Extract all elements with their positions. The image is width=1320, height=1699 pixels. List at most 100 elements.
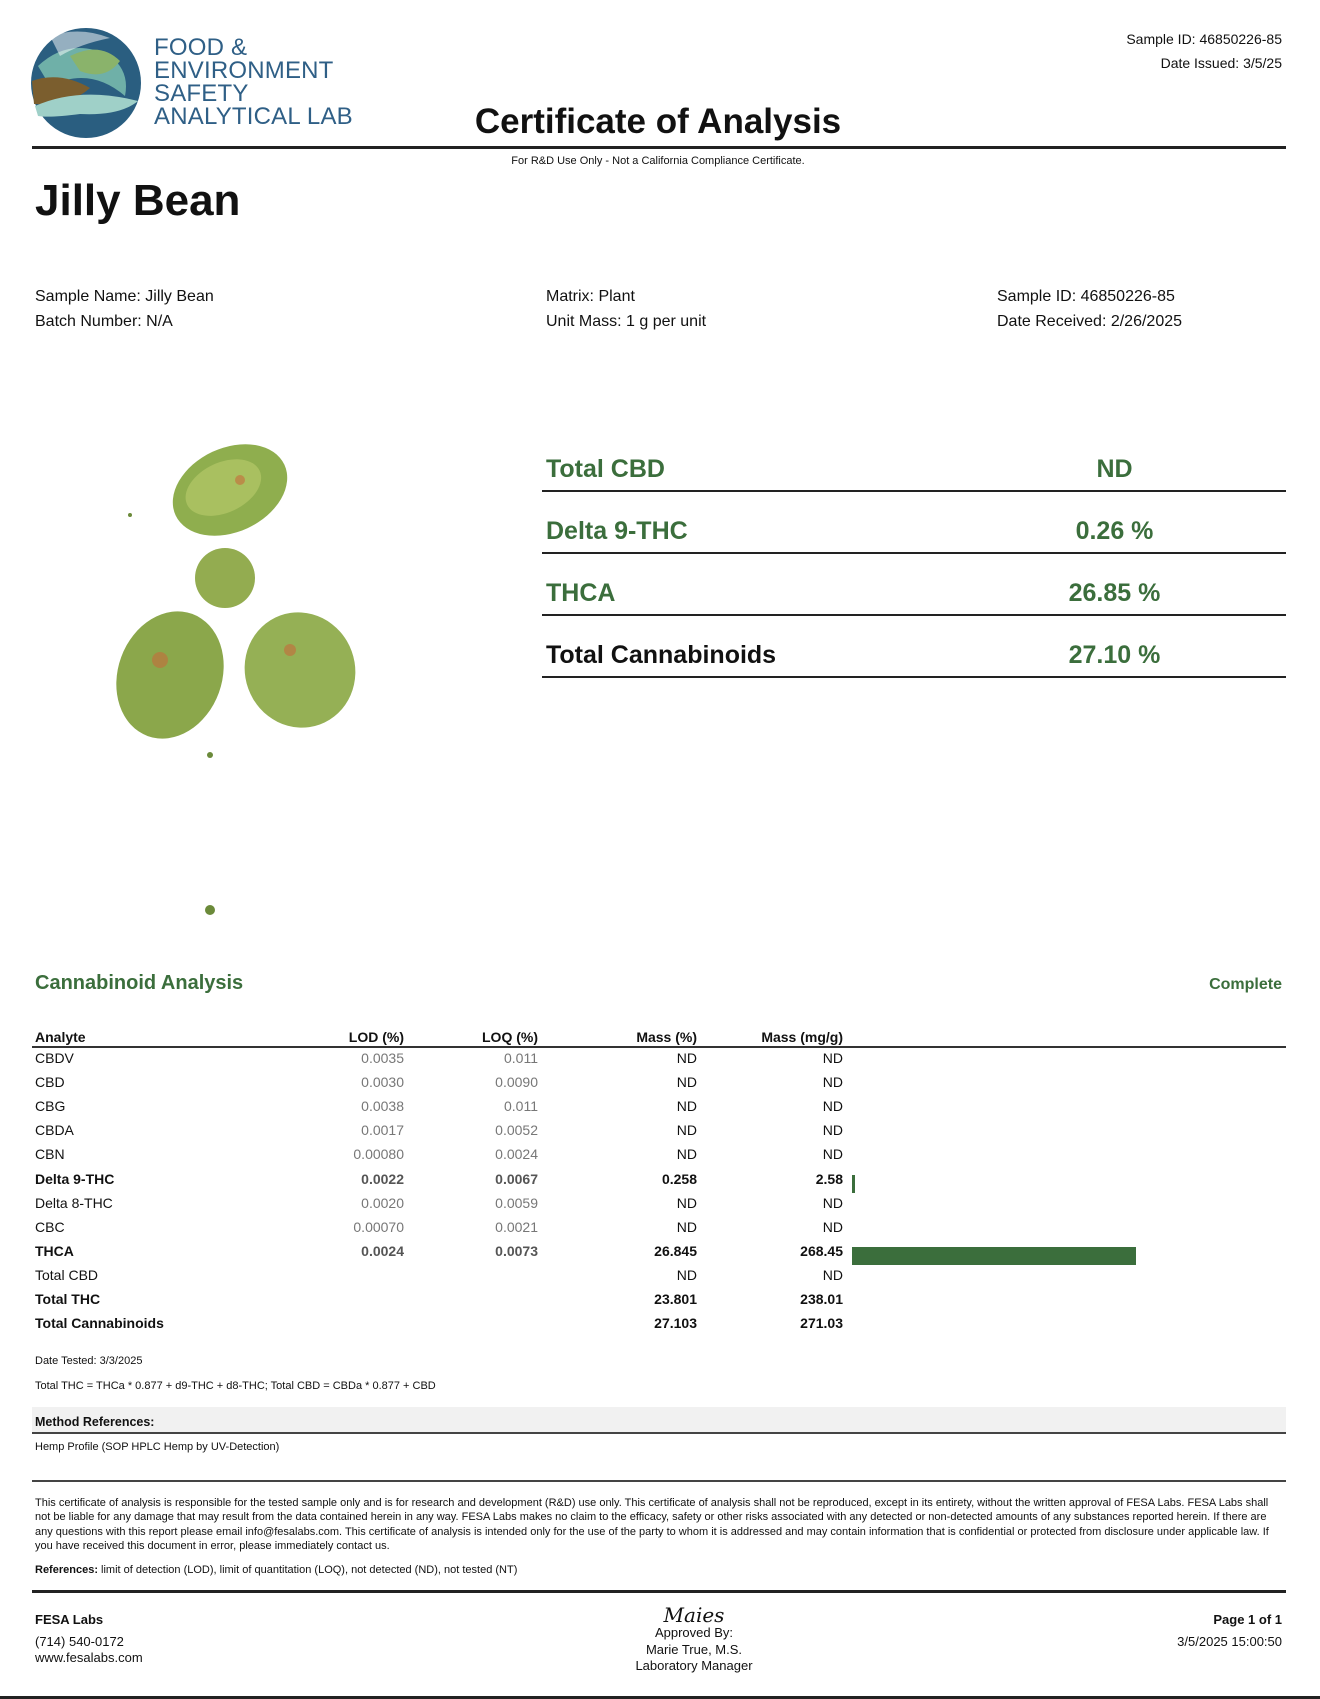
unit-mass: Unit Mass: 1 g per unit (546, 313, 707, 330)
company-name: FESA Labs (35, 1612, 104, 1627)
mass-mgg-cell: ND (822, 1050, 843, 1067)
table-row: Delta 8-THC 0.0020 0.0059 ND ND (35, 1191, 843, 1215)
sample-name: Sample Name: Jilly Bean (35, 288, 214, 305)
approver-title: Laboratory Manager (635, 1658, 753, 1673)
lod-cell: 0.00080 (353, 1146, 404, 1163)
lod-cell (215, 1263, 404, 1287)
analyte-cell: Delta 9-THC (35, 1170, 115, 1187)
summary-value: 27.10 % (1068, 641, 1161, 669)
divider (32, 146, 1286, 149)
info-sample-id: Sample ID: 46850226-85 (997, 288, 1175, 305)
analyte-cell: CBD (35, 1074, 65, 1091)
loq-cell: 0.0090 (495, 1074, 538, 1091)
mass-mgg-cell: 2.58 (815, 1170, 843, 1187)
page-number: Page 1 of 1 (1213, 1612, 1282, 1627)
loq-cell: 0.011 (504, 1050, 538, 1067)
mass-pct-cell: ND (676, 1194, 697, 1211)
lod-cell (215, 1287, 404, 1311)
lod-cell: 0.0035 (361, 1050, 404, 1067)
table-row: CBC 0.00070 0.0021 ND ND (35, 1215, 843, 1239)
analyte-cell: Total Cannabinoids (35, 1315, 164, 1332)
bottom-rule (0, 1696, 1320, 1699)
table-row: Total Cannabinoids 27.103 271.03 (35, 1311, 843, 1335)
mass-pct-cell: ND (676, 1098, 697, 1115)
mass-mgg-cell: 268.45 (800, 1242, 843, 1259)
col-loq: LOQ (%) (482, 1029, 538, 1045)
mass-mgg-cell: ND (822, 1074, 843, 1091)
lod-cell: 0.0017 (361, 1122, 404, 1139)
logo-line: ENVIRONMENT (154, 57, 334, 84)
mass-pct-cell: ND (676, 1122, 697, 1139)
info-col-2: Matrix: Plant Unit Mass: 1 g per unit (546, 284, 706, 334)
table-row: Delta 9-THC 0.0022 0.0067 0.258 2.58 (35, 1166, 843, 1190)
references-label: References: (35, 1564, 98, 1576)
summary-row: Delta 9-THC 0.26 % (542, 492, 1286, 554)
summary-label: THCA (546, 579, 616, 607)
summary-row: Total CBD ND (542, 430, 1286, 492)
mass-pct-cell: 27.103 (654, 1315, 697, 1332)
mass-bar (852, 1246, 1137, 1265)
footer-approval: Maies Approved By: Marie True, M.S. Labo… (594, 1605, 794, 1675)
mass-pct-cell: ND (676, 1146, 697, 1163)
loq-cell: 0.0067 (495, 1170, 538, 1187)
status-badge: Complete (1209, 976, 1282, 993)
references-text: limit of detection (LOD), limit of quant… (97, 1564, 518, 1576)
method-text: Hemp Profile (SOP HPLC Hemp by UV-Detect… (35, 1441, 280, 1453)
approved-by: Approved By: (654, 1625, 734, 1640)
loq-cell (404, 1263, 538, 1287)
loq-cell (404, 1311, 538, 1335)
summary-label: Delta 9-THC (546, 517, 688, 545)
mass-mgg-cell: ND (822, 1098, 843, 1115)
table-row: THCA 0.0024 0.0073 26.845 268.45 (35, 1239, 843, 1263)
logo-line: FOOD & (154, 34, 248, 61)
table-header: Analyte LOD (%) LOQ (%) Mass (%) Mass (m… (35, 1024, 843, 1046)
summary-row: Total Cannabinoids 27.10 % (542, 616, 1286, 678)
loq-cell: 0.0024 (495, 1146, 538, 1163)
mass-mgg-cell: ND (822, 1122, 843, 1139)
loq-cell: 0.0021 (495, 1218, 538, 1235)
mass-mgg-cell: ND (822, 1194, 843, 1211)
col-mass-pct: Mass (%) (636, 1029, 697, 1045)
method-references-header: Method References: (32, 1407, 1286, 1434)
header-sample-id: Sample ID: 46850226-85 (1126, 31, 1282, 47)
summary-value: 26.85 % (1068, 579, 1161, 607)
summary-label: Total Cannabinoids (546, 641, 777, 669)
compliance-note: For R&D Use Only - Not a California Comp… (511, 155, 805, 167)
mass-pct-cell: ND (676, 1218, 697, 1235)
logo-text: FOOD & ENVIRONMENT SAFETY ANALYTICAL LAB (154, 34, 353, 130)
table-row: CBN 0.00080 0.0024 ND ND (35, 1142, 843, 1166)
lod-cell (215, 1311, 404, 1335)
table-row: CBD 0.0030 0.0090 ND ND (35, 1070, 843, 1094)
info-col-1: Sample Name: Jilly Bean Batch Number: N/… (35, 284, 214, 334)
mass-mgg-cell: ND (822, 1218, 843, 1235)
logo-line: ANALYTICAL LAB (154, 103, 353, 130)
date-received: Date Received: 2/26/2025 (997, 313, 1183, 330)
loq-cell: 0.011 (504, 1098, 538, 1115)
company-website[interactable]: www.fesalabs.com (35, 1650, 143, 1665)
mass-mgg-cell: ND (822, 1266, 843, 1283)
matrix: Matrix: Plant (546, 288, 635, 305)
analyte-cell: Delta 8-THC (35, 1194, 113, 1211)
summary-row: THCA 26.85 % (542, 554, 1286, 616)
mass-mgg-cell: ND (822, 1146, 843, 1163)
cannabinoid-table: Analyte LOD (%) LOQ (%) Mass (%) Mass (m… (35, 1024, 843, 1335)
col-mass-mgg: Mass (mg/g) (761, 1029, 843, 1045)
mass-pct-cell: 0.258 (661, 1170, 697, 1187)
signature: Maies (663, 1603, 725, 1627)
loq-cell: 0.0052 (495, 1122, 538, 1139)
divider (32, 1480, 1286, 1482)
section-title: Cannabinoid Analysis (35, 972, 244, 994)
footer-company: FESA Labs (714) 540-0172 www.fesalabs.co… (35, 1612, 143, 1667)
col-analyte: Analyte (35, 1029, 86, 1045)
references: References: limit of detection (LOD), li… (35, 1564, 517, 1576)
mass-bar (852, 1174, 855, 1193)
lod-cell: 0.0038 (361, 1098, 404, 1115)
disclaimer: This certificate of analysis is responsi… (35, 1497, 1269, 1553)
table-row: CBDV 0.0035 0.011 ND ND (35, 1046, 843, 1070)
formula-note: Total THC = THCa * 0.877 + d9-THC + d8-T… (35, 1380, 436, 1392)
analyte-cell: CBC (35, 1218, 65, 1235)
table-row: CBG 0.0038 0.011 ND ND (35, 1094, 843, 1118)
lod-cell: 0.0020 (361, 1194, 404, 1211)
analyte-cell: THCA (35, 1242, 74, 1259)
table-row: Total THC 23.801 238.01 (35, 1287, 843, 1311)
